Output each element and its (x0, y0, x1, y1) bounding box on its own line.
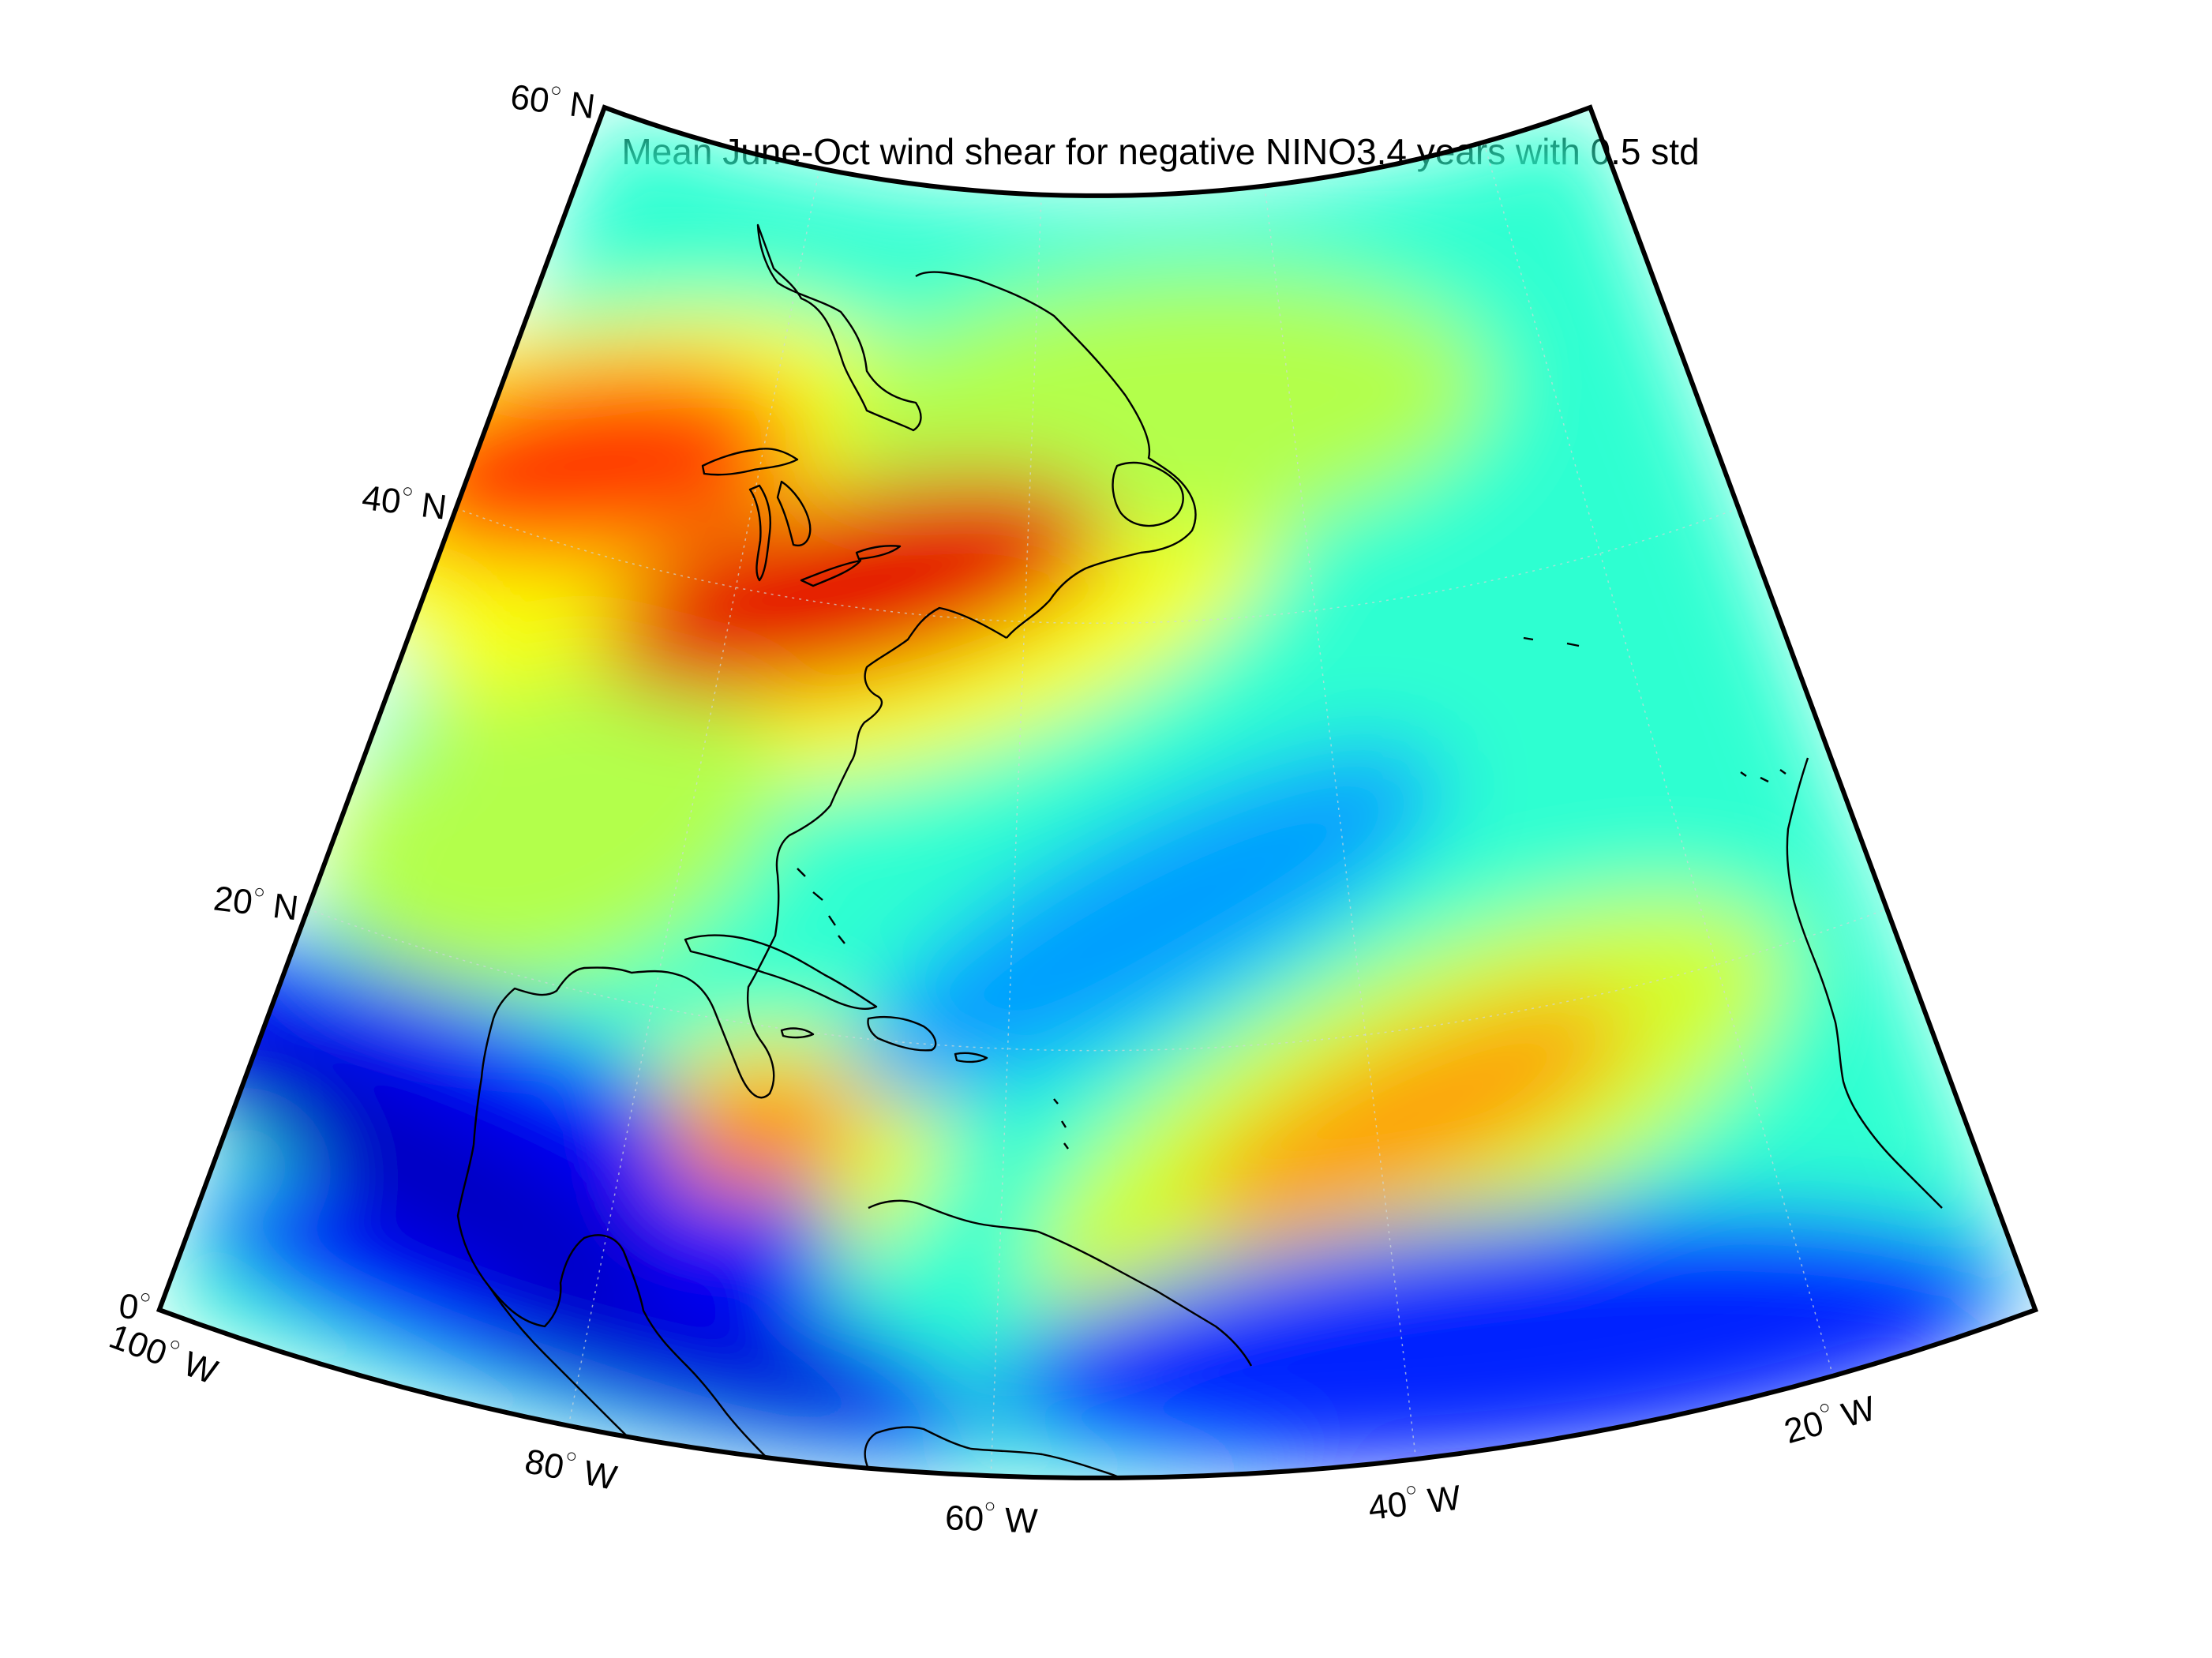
field-blob-14 (188, 1035, 652, 1305)
map-frame (156, 104, 2039, 1480)
field-blob-10 (599, 474, 1108, 697)
lon-label: 60○ W (944, 1494, 1039, 1541)
lat-label-text: 60○ N (508, 74, 598, 126)
lon-label: 80○ W (522, 1437, 621, 1498)
lake-michigan (748, 484, 771, 582)
coastline-south-america (868, 1199, 1253, 1367)
lake-ontario (855, 545, 902, 561)
parallel-line (307, 908, 1888, 1052)
lat-label: 0○ (117, 1284, 152, 1329)
lat-label-text: 40○ N (360, 475, 449, 527)
lat-label: 40○ N (360, 475, 449, 527)
newfoundland (1112, 461, 1184, 527)
lat-label-text: 0○ (117, 1284, 152, 1329)
lon-label-text: 80○ W (522, 1437, 621, 1498)
lesser-antilles (1053, 1098, 1069, 1150)
meridian-line (568, 168, 820, 1426)
coastline-gulf-central-america (456, 1144, 1284, 1478)
azores (1523, 636, 1580, 647)
lon-label: 20○ W (1779, 1384, 1880, 1451)
lake-superior (701, 448, 799, 476)
latitude-labels: 60○ N 40○ N 20○ N 0○ (117, 74, 598, 1329)
lat-label: 60○ N (508, 74, 598, 126)
coastline-africa (1786, 757, 1943, 1209)
wind-shear-field (159, 107, 2036, 1478)
canary-islands (1740, 769, 1786, 783)
coastline-labrador (915, 271, 1197, 639)
bahamas (797, 868, 845, 944)
coastline-east-us (472, 606, 1007, 1146)
meridian-line (1264, 186, 1417, 1460)
coastline-north-america (756, 223, 922, 432)
lake-erie (800, 559, 862, 587)
meridian-line (990, 194, 1042, 1476)
field-blob-12 (1195, 996, 1629, 1234)
lon-label-text: 40○ W (1366, 1473, 1463, 1528)
lat-label-text: 20○ N (212, 876, 301, 928)
lon-label: 40○ W (1366, 1473, 1464, 1528)
cuba (684, 934, 878, 1010)
field-blob-7 (159, 939, 843, 1299)
parallel-line (456, 508, 1739, 625)
field-blob-6 (852, 745, 1445, 1099)
field-blob-13 (666, 1069, 855, 1198)
jamaica (780, 1027, 815, 1039)
hispaniola (867, 1015, 937, 1052)
lon-label-text: 60○ W (944, 1494, 1039, 1541)
meridian-line (1483, 141, 1834, 1376)
puerto-rico (954, 1052, 988, 1063)
field-blob-5 (322, 666, 780, 992)
lake-huron (776, 480, 812, 547)
field-blob-15 (484, 1301, 890, 1420)
lon-label-text: 20○ W (1779, 1384, 1880, 1451)
lat-label: 20○ N (212, 876, 301, 928)
